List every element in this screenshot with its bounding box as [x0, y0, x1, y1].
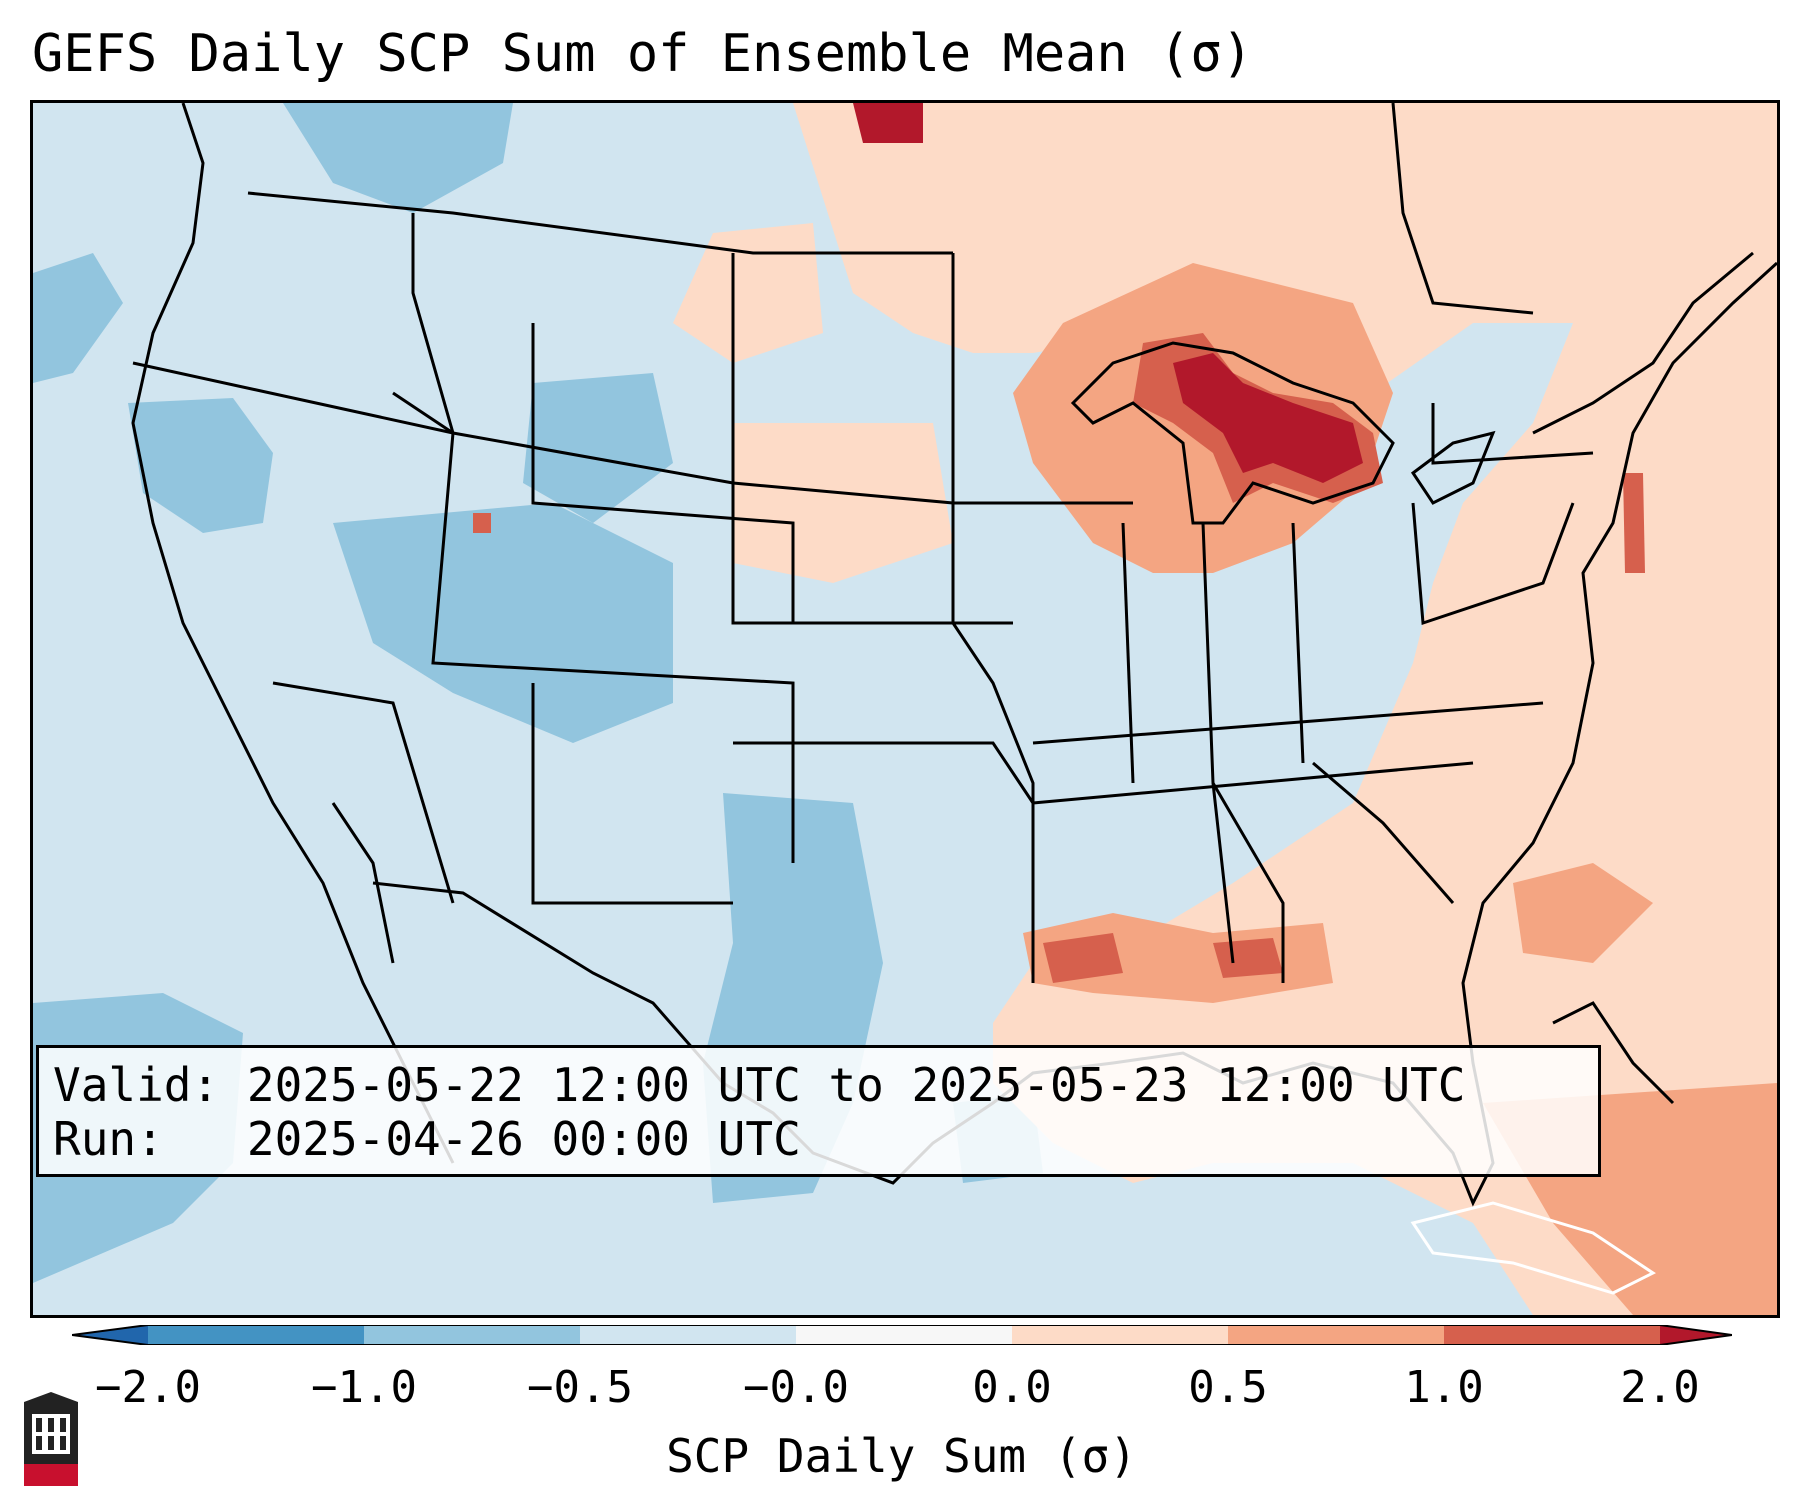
colorbar-tick-label: 2.0 [1620, 1362, 1700, 1413]
colorbar-tick-label: −0.0 [743, 1362, 849, 1413]
colorbar-extend-low [72, 1325, 148, 1345]
colorbar-tick-label: 1.0 [1404, 1362, 1484, 1413]
colorbar-bin [1444, 1325, 1660, 1345]
logo-band [24, 1464, 78, 1486]
colorbar-title: SCP Daily Sum (σ) [666, 1429, 1137, 1483]
run-value: 2025-04-26 00:00 UTC [246, 1112, 801, 1166]
colorbar-tick-label: 0.5 [1188, 1362, 1268, 1413]
colorbar-tick-label: −1.0 [311, 1362, 417, 1413]
colorbar-bin [364, 1325, 580, 1345]
maximum-anomaly-layer [473, 103, 1645, 983]
colorbar-bin [1012, 1325, 1228, 1345]
valid-value: 2025-05-22 12:00 UTC to 2025-05-23 12:00… [246, 1058, 1466, 1112]
colorbar-bin [580, 1325, 796, 1345]
colorbar-bin [148, 1325, 364, 1345]
colorbar-bin [796, 1325, 1012, 1345]
positive-anomaly-layer [673, 103, 1777, 1315]
colorbar-tick-label: −2.0 [95, 1362, 201, 1413]
chart-title: GEFS Daily SCP Sum of Ensemble Mean (σ) [32, 24, 1253, 84]
colorbar-extend-high [1660, 1325, 1732, 1345]
cuba-outline [1410, 1201, 1656, 1295]
colorbar-tick-label: −0.5 [527, 1362, 633, 1413]
colorbar-tick-label: 0.0 [972, 1362, 1052, 1413]
niu-logo [24, 1392, 78, 1486]
valid-run-info-box: Valid: 2025-05-22 12:00 UTC to 2025-05-2… [36, 1045, 1601, 1177]
colorbar-bin [1228, 1325, 1444, 1345]
colorbar [72, 1325, 1732, 1345]
valid-label: Valid: [53, 1058, 220, 1112]
run-label: Run: [53, 1112, 164, 1166]
